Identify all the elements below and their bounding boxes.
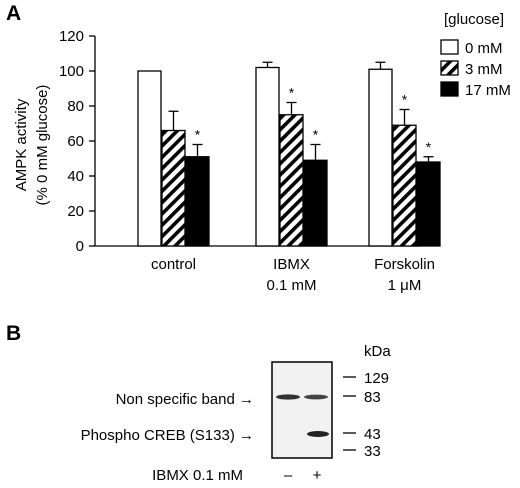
bar-0mm-0: [137, 70, 162, 247]
phospho-creb-band-lane2: [307, 431, 329, 437]
x-category-label: IBMX: [273, 256, 310, 273]
legend: [glucose] 0 mM 3 mM 17 mM: [440, 11, 511, 99]
panel-a-label: A: [6, 2, 21, 25]
kda-label: kDa: [364, 343, 391, 360]
bar-17mm-2: [416, 161, 441, 247]
marker-label: 83: [364, 389, 381, 406]
marker-label: 33: [364, 443, 381, 460]
x-category-label: 0.1 mM: [266, 277, 316, 294]
blot-membrane: [271, 361, 333, 459]
legend-label: 3 mM: [465, 61, 503, 78]
marker-129: 129: [343, 370, 389, 387]
marker-33: 33: [343, 443, 381, 460]
bar-3mm-0: [161, 129, 186, 247]
marker-43: 43: [343, 426, 381, 443]
y-tick-label: 20: [67, 203, 84, 220]
lane1-treatment: –: [284, 467, 293, 484]
bar-17mm-1: [303, 159, 328, 247]
y-tick-label: 80: [67, 98, 84, 115]
legend-label: 17 mM: [465, 82, 511, 99]
legend-swatch: [440, 60, 459, 76]
lane2-treatment: +: [313, 467, 322, 484]
y-axis-ticks: 0 20 40 60 80 100 120: [59, 28, 95, 255]
x-category-label: Forskolin: [374, 256, 435, 273]
bar-0mm-1: [255, 66, 280, 247]
y-axis-title: AMPK activity (% 0 mM glucose): [13, 85, 51, 206]
legend-title: [glucose]: [444, 11, 504, 28]
panel-b-label: B: [6, 322, 21, 345]
x-category-label: 1 μM: [388, 277, 422, 294]
nonspecific-band-lane1: [276, 394, 300, 400]
y-axis-title-line1: AMPK activity: [13, 98, 30, 191]
x-axis-labels: control IBMX 0.1 mM Forskolin 1 μM: [151, 256, 435, 294]
significance-marker: *: [313, 127, 319, 143]
significance-marker: *: [195, 127, 201, 143]
bars: * * * * *: [137, 61, 441, 247]
nonspecific-band-label: Non specific band →: [116, 391, 254, 408]
treatment-label: IBMX 0.1 mM: [152, 467, 243, 484]
significance-marker: *: [289, 85, 295, 101]
y-tick-label: 60: [67, 133, 84, 150]
western-blot: kDa 129 83 43 33 Non specific band → Pho…: [81, 343, 392, 484]
marker-83: 83: [343, 389, 381, 406]
y-tick-label: 40: [67, 168, 84, 185]
legend-label: 0 mM: [465, 40, 503, 57]
y-axis-title-line2: (% 0 mM glucose): [34, 85, 51, 206]
significance-marker: *: [402, 92, 408, 108]
y-tick-label: 0: [76, 238, 84, 255]
bar-3mm-2: [392, 124, 417, 247]
legend-swatch: [440, 81, 459, 97]
bar-17mm-0: [185, 156, 210, 247]
marker-label: 43: [364, 426, 381, 443]
significance-marker: *: [426, 139, 432, 155]
y-tick-label: 100: [59, 63, 84, 80]
phospho-creb-label: Phospho CREB (S133) →: [81, 427, 254, 444]
y-tick-label: 120: [59, 28, 84, 45]
bar-0mm-2: [368, 68, 393, 247]
bar-3mm-1: [279, 114, 304, 247]
marker-label: 129: [364, 370, 389, 387]
bar-chart: AMPK activity (% 0 mM glucose) 0 20 40 60 80…: [13, 28, 441, 294]
nonspecific-band-lane2: [304, 394, 328, 400]
x-category-label: control: [151, 256, 196, 273]
legend-swatch: [440, 39, 459, 55]
